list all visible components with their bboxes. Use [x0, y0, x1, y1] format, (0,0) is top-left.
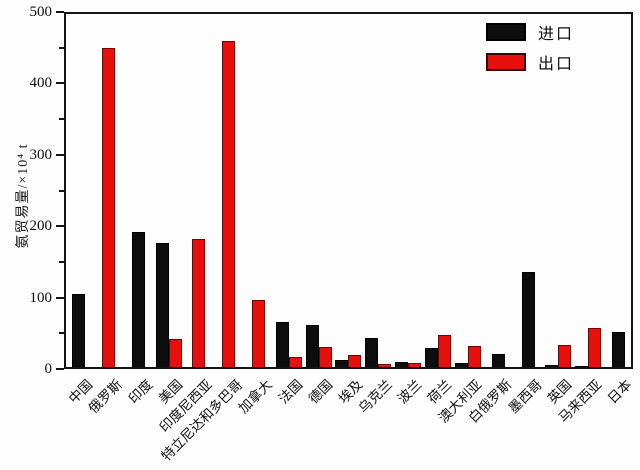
bar-import — [425, 348, 439, 369]
bar-import — [275, 322, 289, 369]
bar-import — [72, 294, 86, 369]
y-tick-minor — [59, 118, 64, 121]
y-tick-major — [56, 153, 64, 156]
y-tick-minor — [59, 189, 64, 192]
bar-group — [184, 12, 214, 369]
legend-label: 出口 — [538, 56, 575, 73]
bar-export — [288, 357, 302, 369]
bar-import — [155, 243, 169, 369]
bar-export — [192, 239, 206, 369]
bar-export — [558, 345, 572, 369]
bar-export — [102, 48, 116, 369]
x-category-label: 日本 — [604, 376, 635, 407]
x-category-label: 俄罗斯 — [86, 376, 126, 417]
bar-export — [438, 335, 452, 369]
bar-group — [423, 12, 453, 369]
bar-export — [408, 363, 422, 369]
plot-area — [64, 12, 633, 369]
y-tick-major — [56, 296, 64, 299]
y-tick-minor — [59, 260, 64, 263]
bar-import — [395, 362, 409, 369]
bar-import — [611, 332, 625, 369]
bar-import — [491, 354, 505, 369]
bar-group — [154, 12, 184, 369]
bar-export — [378, 364, 392, 369]
bar-export — [348, 355, 362, 369]
bar-group — [94, 12, 124, 369]
x-category-label: 印度 — [125, 376, 156, 407]
bar-export — [168, 339, 182, 369]
y-tick-minor — [59, 332, 64, 335]
y-tick-label: 0 — [44, 361, 53, 377]
bar-group — [304, 12, 334, 369]
bar-export — [222, 41, 236, 369]
bar-group — [453, 12, 483, 369]
y-tick-label: 300 — [29, 146, 53, 163]
bar-export — [468, 346, 482, 369]
x-category-label: 加拿大 — [235, 376, 276, 417]
bar-group — [393, 12, 423, 369]
y-tick-major — [56, 225, 64, 228]
bar-import — [545, 365, 559, 369]
bar-import — [305, 325, 319, 369]
y-tick-label: 500 — [29, 4, 53, 20]
bar-import — [335, 360, 349, 369]
bar-export — [252, 300, 266, 369]
x-category-label: 波兰 — [395, 376, 425, 407]
bar-import — [365, 338, 379, 369]
bar-group — [334, 12, 364, 369]
y-tick-label: 400 — [29, 75, 53, 92]
legend-item: 进口 — [486, 20, 574, 44]
bar-group — [124, 12, 154, 369]
bar-group — [603, 12, 633, 369]
bar-group — [573, 12, 603, 369]
bar-group — [274, 12, 304, 369]
bar-export — [588, 328, 602, 369]
legend-label: 进口 — [538, 26, 575, 43]
legend-swatch-export — [486, 53, 526, 71]
bar-group — [214, 12, 244, 369]
x-category-label: 墨西哥 — [505, 376, 545, 417]
legend-item: 出口 — [486, 50, 574, 74]
y-tick-minor — [59, 46, 64, 49]
bar-group — [64, 12, 94, 369]
bar-import — [455, 363, 469, 369]
bar-import — [521, 272, 535, 369]
y-tick-label: 100 — [29, 289, 53, 306]
y-axis-label: 氨贸易量/×10⁴ t — [16, 143, 31, 249]
y-tick-major — [56, 82, 64, 85]
y-tick-major — [56, 368, 64, 370]
bar-import — [575, 366, 589, 369]
x-category-label: 法国 — [275, 376, 306, 407]
bar-import — [132, 232, 146, 369]
legend-swatch-import — [486, 23, 526, 41]
y-tick-label: 200 — [29, 218, 53, 235]
bar-group — [363, 12, 393, 369]
legend: 进口 出口 — [486, 20, 574, 74]
y-tick-major — [56, 11, 64, 13]
bar-group — [244, 12, 274, 369]
bar-export — [318, 347, 332, 369]
x-category-label: 德国 — [305, 376, 335, 407]
